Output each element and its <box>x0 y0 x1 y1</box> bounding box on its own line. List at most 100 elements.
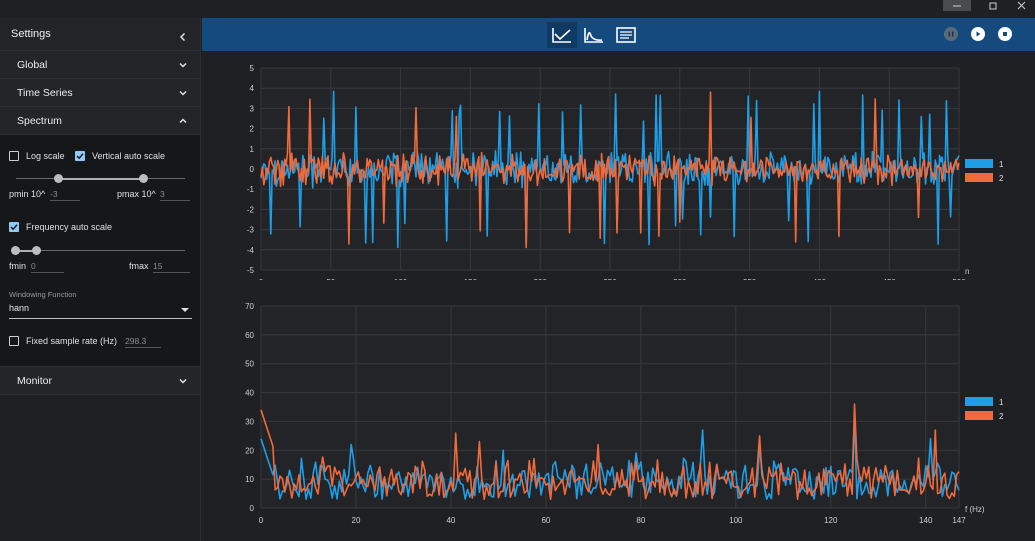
fixed-sample-rate-checkbox[interactable] <box>9 336 19 346</box>
frequency-auto-scale-checkbox-row[interactable]: Frequency auto scale <box>9 222 112 232</box>
pmax-slider-thumb[interactable] <box>139 174 148 183</box>
fmin-label: fmin <box>9 261 27 271</box>
frequency-range-slider-track[interactable] <box>16 250 185 251</box>
settings-header: Settings <box>0 18 200 51</box>
section-global[interactable]: Global <box>0 51 200 79</box>
y-tick-label: 10 <box>245 475 254 484</box>
x-tick-label: 150 <box>464 278 478 280</box>
pause-icon[interactable] <box>944 27 958 41</box>
x-axis-label: n <box>965 267 969 276</box>
time-series-plot[interactable]: -5-4-3-2-1012345050100150200250300350400… <box>202 58 1035 287</box>
section-time-series[interactable]: Time Series <box>0 79 200 107</box>
legend-swatch-2 <box>965 411 993 420</box>
x-tick-label: 400 <box>813 278 827 280</box>
fmax-input[interactable]: 15 <box>153 261 190 273</box>
frequency-range-slider-fill <box>16 250 37 252</box>
x-tick-label: 100 <box>729 516 743 525</box>
legend-swatch-2 <box>965 173 993 182</box>
legend-label-1: 1 <box>999 160 1004 169</box>
fmin-input[interactable]: 0 <box>31 261 64 273</box>
time-series-icon[interactable] <box>547 22 577 48</box>
series-2-line <box>260 403 960 501</box>
series-1-line <box>260 414 960 500</box>
fmax-slider-thumb[interactable] <box>32 246 41 255</box>
pmax-label: pmax 10^ <box>117 189 156 199</box>
legend-label-1: 1 <box>999 398 1004 407</box>
log-scale-checkbox[interactable] <box>9 151 19 161</box>
y-tick-label: 50 <box>245 360 254 369</box>
chevron-down-icon <box>178 88 188 98</box>
fixed-sample-rate-label: Fixed sample rate (Hz) <box>26 336 118 346</box>
dropdown-arrow-icon <box>181 308 189 312</box>
y-tick-label: -2 <box>247 205 255 214</box>
fixed-sample-rate-input[interactable]: 298.3 <box>125 336 161 348</box>
x-tick-label: 500 <box>952 278 966 280</box>
section-monitor[interactable]: Monitor <box>0 367 200 395</box>
pmax-input[interactable]: 3 <box>160 189 190 201</box>
settings-title: Settings <box>11 28 51 40</box>
windowing-function-caption: Windowing Function <box>9 290 77 299</box>
y-tick-label: 0 <box>250 504 255 513</box>
y-tick-label: 40 <box>245 389 254 398</box>
vertical-auto-scale-checkbox[interactable] <box>75 151 85 161</box>
y-tick-label: 60 <box>245 331 254 340</box>
y-tick-label: 5 <box>250 64 255 73</box>
y-tick-label: -3 <box>247 226 255 235</box>
windowing-function-value: hann <box>9 303 30 313</box>
stop-icon[interactable] <box>998 27 1012 41</box>
x-tick-label: 147 <box>952 516 966 525</box>
x-tick-label: 0 <box>259 278 264 280</box>
spectrum-chart[interactable]: 0 10 20 30 40 50 60 70 0 20 40 60 80 100 120 140 147 f (H… <box>202 298 1035 530</box>
spectrum-icon[interactable] <box>579 22 609 48</box>
x-tick-label: 80 <box>636 516 645 525</box>
windowing-function-select[interactable]: hann <box>9 303 192 319</box>
section-global-label: Global <box>17 58 48 71</box>
monitor-icon[interactable] <box>611 22 641 48</box>
section-spectrum[interactable]: Spectrum <box>0 107 200 135</box>
y-tick-label: 70 <box>245 302 254 311</box>
y-tick-label: 3 <box>250 104 255 113</box>
pmin-label: pmin 10^ <box>9 189 46 199</box>
x-tick-label: 140 <box>919 516 933 525</box>
section-time-series-label: Time Series <box>17 86 73 99</box>
log-scale-checkbox-row[interactable]: Log scale <box>9 151 65 161</box>
x-tick-label: 100 <box>394 278 408 280</box>
pmin-input[interactable]: -3 <box>50 189 80 201</box>
series-2-line <box>260 91 960 249</box>
chevron-up-icon <box>178 116 188 126</box>
series-1-line <box>260 90 960 249</box>
x-tick-label: 350 <box>743 278 757 280</box>
spectrum-plot[interactable]: 0 10 20 30 40 50 60 70 0 20 40 60 80 100 120 140 147 f (H… <box>202 298 1035 530</box>
spectrum-settings-panel: Log scale Vertical auto scale pmin 10^ -… <box>0 135 200 367</box>
fixed-sample-rate-checkbox-row[interactable]: Fixed sample rate (Hz) <box>9 336 117 346</box>
power-range-slider-fill <box>58 178 143 180</box>
y-tick-label: 30 <box>245 417 254 426</box>
legend-swatch-1 <box>965 159 993 168</box>
view-toolbar <box>202 18 1035 51</box>
legend-label-2: 2 <box>999 412 1004 421</box>
y-tick-label: -4 <box>247 246 255 255</box>
x-tick-label: 0 <box>259 516 264 525</box>
y-tick-label: -1 <box>247 185 255 194</box>
y-tick-label: 20 <box>245 446 254 455</box>
fmin-slider-thumb[interactable] <box>11 246 20 255</box>
x-tick-label: 40 <box>446 516 455 525</box>
y-tick-label: 2 <box>250 125 255 134</box>
frequency-auto-scale-label: Frequency auto scale <box>26 222 113 232</box>
maximize-icon[interactable] <box>979 0 1007 11</box>
play-icon[interactable] <box>971 27 985 41</box>
time-series-chart[interactable]: -5-4-3-2-1012345050100150200250300350400… <box>202 58 1035 287</box>
fmax-label: fmax <box>129 261 149 271</box>
close-icon[interactable] <box>1007 0 1035 11</box>
collapse-sidebar-icon[interactable] <box>178 29 188 42</box>
x-tick-label: 450 <box>883 278 897 280</box>
minimize-icon[interactable] <box>943 0 971 11</box>
x-tick-label: 120 <box>824 516 838 525</box>
pmin-slider-thumb[interactable] <box>54 174 63 183</box>
vertical-auto-scale-checkbox-row[interactable]: Vertical auto scale <box>75 151 165 161</box>
section-spectrum-label: Spectrum <box>17 114 62 127</box>
legend-swatch-1 <box>965 397 993 406</box>
frequency-auto-scale-checkbox[interactable] <box>9 222 19 232</box>
x-tick-label: 60 <box>541 516 550 525</box>
